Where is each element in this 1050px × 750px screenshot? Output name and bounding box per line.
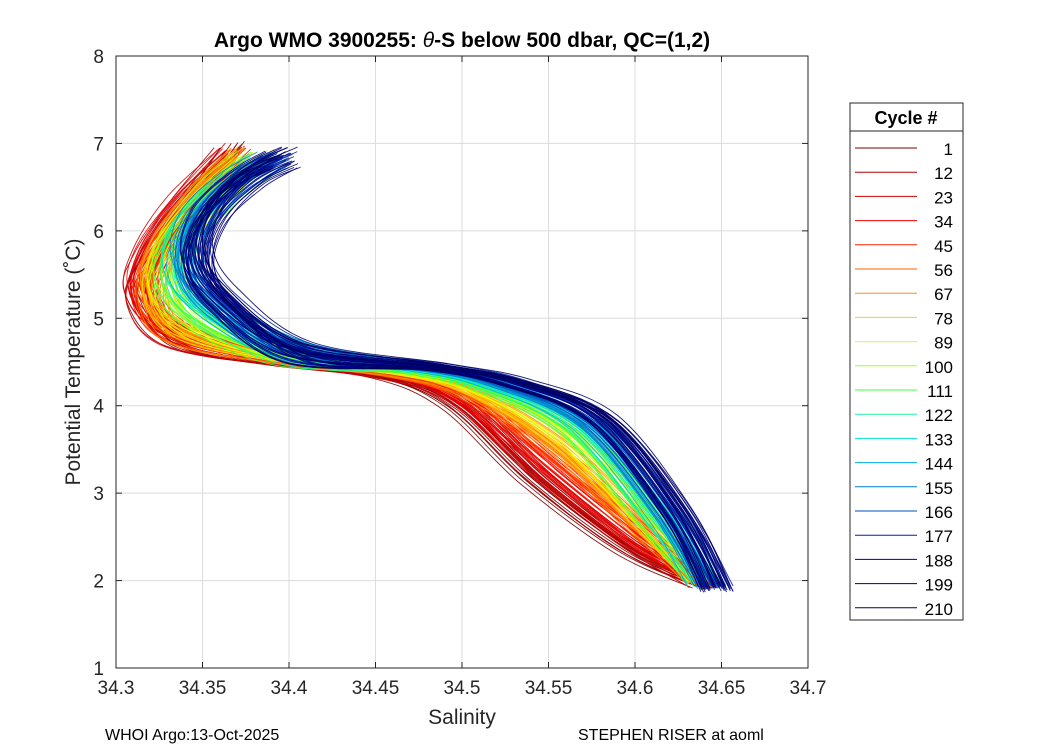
y-tick-label: 6	[93, 222, 104, 243]
y-axis-ticks: 1 2 3 4 5 6 7 8	[93, 47, 808, 680]
profile-line	[194, 153, 715, 588]
legend-entry-label: 23	[934, 188, 953, 207]
y-tick-label: 5	[93, 309, 104, 330]
y-tick-label: 4	[93, 397, 104, 418]
x-tick-label: 34.4	[271, 678, 308, 699]
legend-entry-label: 34	[934, 213, 953, 232]
x-tick-label: 34.65	[698, 678, 746, 699]
x-tick-label: 34.3	[98, 678, 135, 699]
legend-entry-label: 188	[925, 551, 953, 570]
profile-line	[190, 158, 711, 590]
profiles	[122, 141, 734, 593]
legend-entry-label: 89	[934, 334, 953, 353]
legend-entry-label: 199	[925, 576, 953, 595]
profile-line	[182, 166, 702, 593]
y-tick-label: 7	[93, 134, 104, 155]
x-axis-ticks: 34.3 34.35 34.4 34.45 34.5 34.55 34.6 34.65 34.7	[98, 56, 827, 699]
profile-line	[211, 146, 731, 587]
legend-entry-label: 1	[944, 140, 953, 159]
y-tick-label: 8	[93, 47, 104, 68]
legend-box	[849, 102, 964, 621]
legend-items: 1 12 23 34 45 56 67 78 89 100 111 122 133 144 155 166 17…	[855, 140, 953, 619]
y-tick-label: 2	[93, 572, 104, 593]
x-tick-label: 34.55	[525, 678, 573, 699]
legend-entry-label: 122	[925, 406, 953, 425]
legend-entry-label: 12	[934, 164, 953, 183]
footer-date: WHOI Argo:13-Oct-2025	[105, 727, 279, 744]
title-suffix: -S below 500 dbar, QC=(1,2)	[434, 29, 710, 52]
legend-entry-label: 210	[925, 600, 953, 619]
title-prefix: Argo WMO 3900255:	[214, 29, 423, 52]
footer-credit: STEPHEN RISER at aoml	[578, 727, 764, 744]
y-axis-label: Potential Temperature (˚C)	[62, 238, 85, 485]
title-theta: θ	[423, 29, 435, 52]
x-tick-label: 34.7	[790, 678, 827, 699]
x-tick-label: 34.5	[444, 678, 481, 699]
legend-entry-label: 155	[925, 479, 953, 498]
profile-line	[213, 166, 734, 592]
legend-entry-label: 177	[925, 527, 953, 546]
x-tick-label: 34.35	[179, 678, 227, 699]
series-cycle-210	[182, 146, 731, 593]
legend-entry-label: 56	[934, 261, 953, 280]
legend-entry-label: 100	[925, 358, 953, 377]
legend-entry-label: 133	[925, 430, 953, 449]
profile-line	[187, 167, 706, 593]
profile-line	[191, 153, 711, 589]
x-tick-label: 34.45	[352, 678, 400, 699]
profile-line	[212, 163, 731, 592]
legend-entry-label: 111	[927, 382, 953, 401]
y-tick-label: 1	[93, 659, 104, 680]
x-axis-label: Salinity	[428, 706, 496, 729]
legend-entry-label: 166	[925, 503, 953, 522]
legend-entry-label: 45	[934, 237, 953, 256]
chart-title: Argo WMO 3900255: θ-S below 500 dbar, QC…	[214, 29, 710, 52]
legend: Cycle # 1 12 23 34 45 56 67 78 89 100 111 122 133 144…	[849, 102, 964, 621]
x-tick-label: 34.6	[617, 678, 654, 699]
legend-title: Cycle #	[874, 108, 937, 128]
legend-entry-label: 67	[934, 285, 953, 304]
legend-entry-label: 78	[934, 309, 953, 328]
legend-entry-label: 144	[925, 455, 953, 474]
y-tick-label: 3	[93, 484, 104, 505]
